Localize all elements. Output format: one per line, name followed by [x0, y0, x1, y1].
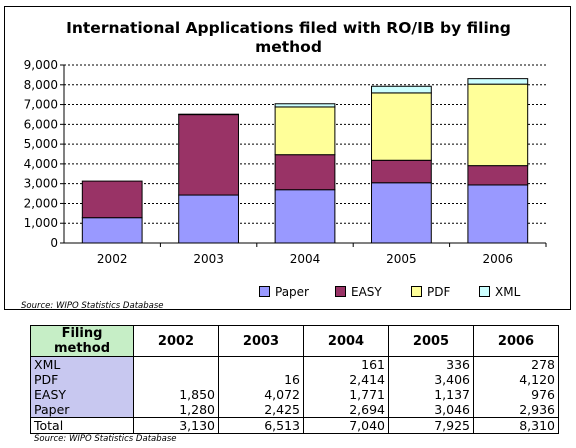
- x-tick-label: 2006: [483, 252, 514, 266]
- bar-easy: [468, 166, 528, 185]
- table-row-label: PDF: [31, 372, 134, 387]
- table-cell: [134, 357, 219, 373]
- table-cell: 3,046: [389, 402, 474, 418]
- legend-label-xml: XML: [495, 285, 520, 299]
- table-header-row: Filing method 2002 2003 2004 2005 2006: [31, 326, 559, 357]
- table-header-cell: 2002: [134, 326, 219, 357]
- table-cell: 1,280: [134, 402, 219, 418]
- bar-easy: [82, 181, 142, 218]
- y-tick-label: 2,000: [24, 196, 58, 210]
- table-cell: 16: [219, 372, 304, 387]
- table-total-cell: 3,130: [134, 418, 219, 434]
- table-total-cell: 7,925: [389, 418, 474, 434]
- bar-paper: [82, 218, 142, 243]
- y-tick-label: 3,000: [24, 177, 58, 191]
- table-header-cell: Filing method: [31, 326, 134, 357]
- table-header-cell: 2005: [389, 326, 474, 357]
- legend-swatch-pdf: [411, 286, 422, 297]
- x-tick-label: 2002: [97, 252, 128, 266]
- chart-source-note: Source: WIPO Statistics Database: [21, 301, 164, 311]
- table-cell: 976: [474, 387, 559, 402]
- legend-label-paper: Paper: [275, 285, 309, 299]
- table-cell: 1,850: [134, 387, 219, 402]
- table-cell: 1,137: [389, 387, 474, 402]
- table-cell: [219, 357, 304, 373]
- table-total-cell: 6,513: [219, 418, 304, 434]
- chart-title-line-2: method: [5, 38, 572, 57]
- legend-label-easy: EASY: [351, 285, 382, 299]
- bar-xml: [275, 104, 335, 107]
- table-cell: 4,120: [474, 372, 559, 387]
- bar-xml: [468, 79, 528, 84]
- table-header-cell: 2006: [474, 326, 559, 357]
- table-cell: 2,936: [474, 402, 559, 418]
- bar-paper: [275, 190, 335, 243]
- table-row: Paper 1,280 2,425 2,694 3,046 2,936: [31, 402, 559, 418]
- bar-pdf: [468, 84, 528, 165]
- table-cell: 2,414: [304, 372, 389, 387]
- table-cell: [134, 372, 219, 387]
- legend-item-paper: Paper: [259, 285, 309, 299]
- legend-item-xml: XML: [479, 285, 520, 299]
- y-tick-label: 6,000: [24, 117, 58, 131]
- table-cell: 278: [474, 357, 559, 373]
- chart-title-line-1: International Applications filed with RO…: [5, 19, 572, 38]
- chart-title: International Applications filed with RO…: [5, 19, 572, 57]
- legend-label-pdf: PDF: [427, 285, 450, 299]
- x-tick-label: 2005: [386, 252, 417, 266]
- y-tick-label: 5,000: [24, 137, 58, 151]
- legend-swatch-easy: [335, 286, 346, 297]
- table-cell: 2,425: [219, 402, 304, 418]
- bar-pdf: [179, 114, 239, 115]
- legend-item-easy: EASY: [335, 285, 382, 299]
- table-total-label: Total: [31, 418, 134, 434]
- x-tick-label: 2004: [290, 252, 321, 266]
- bar-pdf: [372, 93, 432, 160]
- bar-paper: [468, 185, 528, 243]
- legend-swatch-xml: [479, 286, 490, 297]
- table-cell: 3,406: [389, 372, 474, 387]
- table-total-cell: 7,040: [304, 418, 389, 434]
- y-tick-label: 9,000: [24, 58, 58, 72]
- bar-paper: [179, 195, 239, 243]
- table-source-note: Source: WIPO Statistics Database: [34, 434, 177, 444]
- data-table: Filing method 2002 2003 2004 2005 2006 X…: [30, 325, 559, 434]
- y-tick-label: 8,000: [24, 78, 58, 92]
- table-total-row: Total 3,130 6,513 7,040 7,925 8,310: [31, 418, 559, 434]
- table-cell: 1,771: [304, 387, 389, 402]
- table-cell: 4,072: [219, 387, 304, 402]
- table-row-label: EASY: [31, 387, 134, 402]
- y-tick-label: 7,000: [24, 98, 58, 112]
- table-row: XML 161 336 278: [31, 357, 559, 373]
- table-header-cell: 2004: [304, 326, 389, 357]
- bar-paper: [372, 183, 432, 243]
- table-row: PDF 16 2,414 3,406 4,120: [31, 372, 559, 387]
- table-row-label: XML: [31, 357, 134, 373]
- bar-pdf: [275, 107, 335, 155]
- y-tick-label: 0: [50, 236, 58, 250]
- table-cell: 161: [304, 357, 389, 373]
- bar-easy: [275, 155, 335, 190]
- bar-easy: [372, 160, 432, 182]
- bar-easy: [179, 115, 239, 196]
- table-row-label: Paper: [31, 402, 134, 418]
- legend-item-pdf: PDF: [411, 285, 450, 299]
- bar-xml: [372, 86, 432, 93]
- table-cell: 336: [389, 357, 474, 373]
- legend-swatch-paper: [259, 286, 270, 297]
- table-total-cell: 8,310: [474, 418, 559, 434]
- table-row: EASY 1,850 4,072 1,771 1,137 976: [31, 387, 559, 402]
- table-header-cell: 2003: [219, 326, 304, 357]
- x-tick-label: 2003: [193, 252, 224, 266]
- y-tick-label: 4,000: [24, 157, 58, 171]
- table-cell: 2,694: [304, 402, 389, 418]
- chart-area: 0 1,000 2,000 3,000 4,000 5,000 6,000 7,000 8,00…: [4, 6, 571, 310]
- y-tick-label: 1,000: [24, 216, 58, 230]
